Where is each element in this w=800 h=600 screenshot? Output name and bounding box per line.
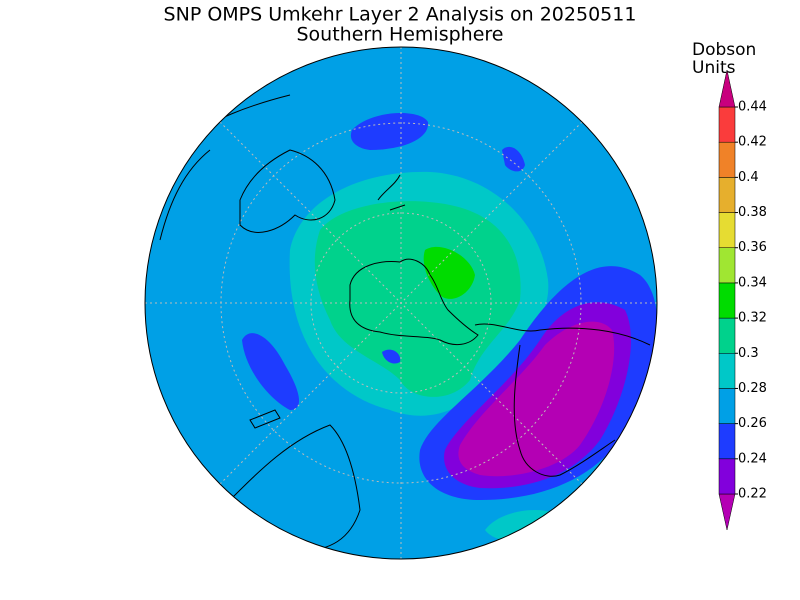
colorbar-band [718,282,736,319]
colorbar-tick-label: 0.3 [738,346,759,361]
madagascar-coast [249,409,281,429]
colorbar-tick-label: 0.42 [738,135,767,150]
contour-region [350,112,429,150]
colorbar-band [718,423,736,460]
colorbar-tick-label: 0.22 [738,487,767,502]
colorbar-tick-label: 0.24 [738,451,767,466]
colorbar-band [718,177,736,213]
longitude-line [145,47,657,559]
colorbar-under [718,493,736,531]
map-title: SNP OMPS Umkehr Layer 2 Analysis on 2025… [164,4,637,26]
colorbar-band [718,141,736,178]
contour-region [502,146,525,172]
colorbar-tick-label: 0.4 [738,170,759,185]
colorbar-band [718,212,736,248]
colorbar-tick-label: 0.32 [738,311,767,326]
antarctica-coast [349,258,479,346]
colorbar-tick-label: 0.28 [738,381,767,396]
colorbar-label: Units [692,58,736,78]
colorbar-band [718,106,736,143]
africa-coast [229,424,361,553]
colorbar-band [718,353,736,389]
south-america-coast [474,323,651,477]
colorbar-tick-label: 0.36 [738,240,767,255]
contour-region [382,349,401,364]
colorbar-band [718,247,736,284]
contour-region [242,333,300,410]
colorbar-band [718,388,736,424]
colorbar: 0.22 0.24 0.26 0.28 0.3 0.32 0.34 0.36 0.38 0.4 0.… [718,69,767,531]
colorbar-band [718,317,736,354]
colorbar-tick-label: 0.26 [738,416,767,431]
map-subtitle: Southern Hemisphere [296,24,503,46]
map-disk [145,47,657,559]
new-zealand-coast [377,174,406,211]
contour-region [458,321,615,477]
colorbar-tick-label: 0.34 [738,275,767,290]
colorbar-label: Dobson [692,40,756,60]
colorbar-band [718,458,736,495]
colorbar-tick-label: 0.38 [738,205,767,220]
colorbar-tick-label: 0.44 [738,100,767,115]
contour-region [314,201,521,397]
map-border [144,46,658,560]
colorbar-over [718,69,736,108]
